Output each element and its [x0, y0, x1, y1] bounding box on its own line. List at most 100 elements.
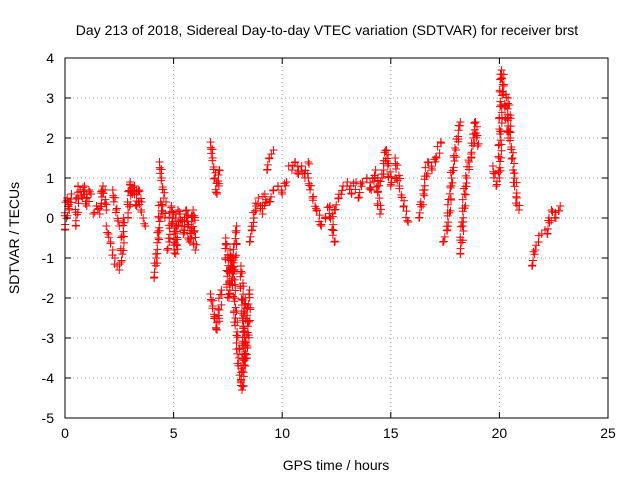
interp-marker [450, 151, 459, 160]
data-point [358, 178, 367, 186]
interp-marker [124, 208, 133, 217]
interp-marker [243, 311, 252, 320]
data-point [245, 286, 254, 294]
interp-marker [242, 339, 251, 348]
interp-marker [337, 190, 346, 199]
interp-marker [461, 182, 470, 191]
interp-marker [331, 237, 340, 246]
data-point [514, 206, 523, 214]
interp-marker [293, 162, 302, 171]
y-tick-label: -4 [42, 370, 55, 386]
interp-marker [154, 212, 163, 221]
interp-marker [554, 206, 563, 215]
data-point [215, 306, 224, 314]
x-tick-label: 20 [492, 425, 508, 441]
data-point [215, 166, 224, 174]
data-point [531, 246, 540, 254]
interp-marker [236, 284, 245, 293]
data-point [495, 174, 504, 182]
data-point [471, 118, 480, 126]
interp-marker [157, 165, 166, 174]
interp-marker [529, 256, 537, 265]
data-point [213, 190, 222, 198]
interp-marker [137, 208, 146, 217]
interp-marker [332, 200, 341, 209]
interp-marker [229, 308, 238, 317]
interp-marker [308, 196, 317, 205]
interp-marker [528, 261, 537, 270]
interp-marker [208, 304, 217, 313]
interp-marker [104, 233, 113, 242]
interp-marker [505, 101, 514, 110]
interp-marker [267, 192, 276, 201]
data-point [154, 234, 163, 242]
interp-marker [189, 228, 198, 237]
interp-marker [329, 226, 338, 235]
interp-marker [472, 122, 481, 131]
interp-marker [454, 132, 463, 141]
interp-marker [472, 133, 481, 142]
data-point [284, 162, 293, 170]
data-point [130, 182, 139, 190]
interp-marker [327, 225, 336, 234]
interp-marker [85, 187, 94, 196]
data-point [304, 158, 313, 166]
chart-title: Day 213 of 2018, Sidereal Day-to-day VTE… [76, 22, 578, 38]
interp-marker [391, 164, 400, 173]
interp-marker [365, 184, 374, 193]
interp-marker [83, 193, 92, 202]
interp-marker [236, 272, 245, 281]
interp-marker [184, 235, 193, 244]
data-point [229, 270, 238, 278]
interp-marker [545, 218, 554, 227]
interp-marker [383, 161, 392, 170]
data-point [232, 222, 241, 230]
interp-marker [461, 190, 470, 199]
data-point [161, 198, 170, 206]
data-point [432, 154, 441, 162]
interp-marker [231, 286, 240, 295]
interp-marker [423, 169, 432, 178]
interp-marker [305, 159, 314, 168]
data-point [80, 182, 89, 190]
interp-marker [111, 208, 120, 217]
interp-marker [376, 177, 385, 186]
interp-marker [399, 202, 408, 211]
data-point [497, 66, 506, 74]
interp-marker [467, 148, 476, 157]
axis-ticks [64, 57, 609, 419]
data-point [297, 162, 306, 170]
data-point [249, 214, 258, 222]
interp-marker [427, 164, 436, 173]
interp-marker [381, 146, 390, 155]
interp-marker [439, 237, 448, 246]
interp-marker [189, 240, 198, 249]
interp-marker [238, 296, 247, 305]
interp-marker [241, 353, 250, 362]
data-point [102, 222, 111, 230]
interp-marker [504, 116, 513, 125]
y-tick-label: 1 [46, 170, 54, 186]
interp-marker [229, 245, 238, 254]
interp-marker [97, 187, 106, 196]
interp-marker [315, 211, 324, 220]
data-point [443, 226, 452, 234]
interp-marker [351, 185, 360, 194]
interp-marker [189, 222, 198, 231]
interp-marker [496, 157, 505, 166]
interp-marker [125, 202, 134, 211]
interp-marker [232, 239, 241, 248]
interp-marker [243, 322, 252, 331]
interp-marker [71, 205, 80, 214]
data-point [282, 178, 291, 186]
data-point [458, 222, 467, 230]
interp-marker [238, 268, 247, 277]
interp-marker [347, 189, 356, 198]
interp-marker [503, 104, 512, 113]
interp-marker [221, 244, 230, 253]
data-point [213, 326, 222, 334]
interp-marker [244, 290, 253, 299]
interp-marker [431, 152, 440, 161]
interp-marker [459, 226, 468, 235]
interp-marker [280, 179, 289, 188]
